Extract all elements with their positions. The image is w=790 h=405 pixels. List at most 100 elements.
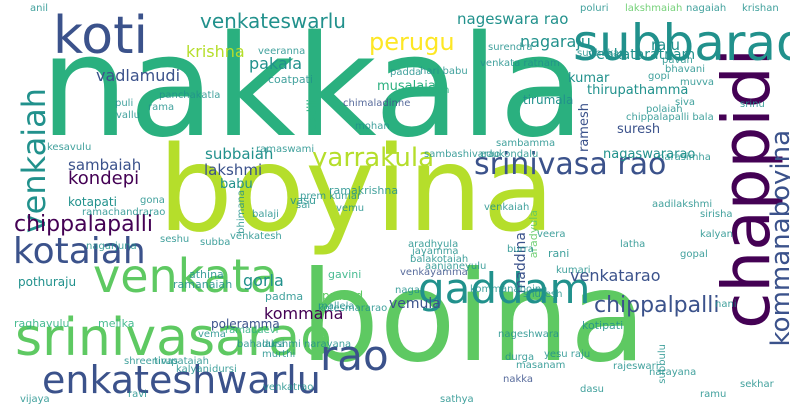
word-nakkala: nakkala bbox=[40, 6, 585, 169]
word-ramakrishna: ramakrishna bbox=[329, 184, 399, 197]
word-sambamma: sambamma bbox=[496, 138, 556, 149]
word-ramanaiah: ramanaiah bbox=[173, 278, 233, 291]
word-sudhakar: sudhakar bbox=[577, 48, 624, 59]
word-durga: durga bbox=[505, 352, 535, 363]
word-vemu: vemu bbox=[336, 203, 365, 214]
word-somaiah: somaiah bbox=[407, 85, 450, 96]
word-narasimha: narasimha bbox=[658, 152, 711, 163]
word-panchakatla: panchakatla bbox=[159, 90, 221, 101]
word-vasu: vasu bbox=[290, 194, 316, 207]
word-polaiah: polaiah bbox=[646, 104, 683, 115]
word-chimaladinne: chimaladinne bbox=[343, 98, 411, 109]
word-venkatrao: venkatrao bbox=[263, 382, 314, 393]
word-vijaya: vijaya bbox=[20, 394, 50, 405]
word-thirupathamma: thirupathamma bbox=[587, 83, 689, 98]
word-yesu-raju: yesu raju bbox=[544, 349, 591, 360]
word-coatpati: coatpati bbox=[268, 73, 313, 86]
word-pakala: pakala bbox=[249, 54, 302, 73]
word-ramadaevi: ramadaevi bbox=[225, 325, 279, 336]
word-athina: athina bbox=[189, 268, 224, 281]
word-ravi: ravi bbox=[128, 389, 147, 400]
word-sai: sai bbox=[296, 200, 311, 211]
word-kondepi: kondepi bbox=[68, 168, 140, 189]
word-venkata-ratnam: venkata ratnam bbox=[480, 58, 560, 69]
word-lakshmi-narayana: lakshmi narayana bbox=[262, 339, 352, 350]
word-masanam: masanam bbox=[516, 360, 566, 371]
word-nakka: nakka bbox=[503, 374, 533, 385]
word-surendra: surendra bbox=[488, 42, 533, 53]
word-latha: latha bbox=[620, 239, 646, 250]
word-shreenivas: shreenivas bbox=[124, 356, 179, 367]
word-venkatarao: venkatarao bbox=[570, 266, 661, 285]
word-shuresh: shuresh bbox=[523, 289, 563, 300]
word-boyina: boyina bbox=[158, 120, 555, 258]
word-sambaiah: sambaiah bbox=[68, 156, 142, 174]
word-seshu: seshu bbox=[160, 234, 190, 245]
word-siva: siva bbox=[675, 97, 696, 108]
word-nagaiah: nagaiah bbox=[686, 3, 727, 14]
word-tirumala: tirumala bbox=[523, 93, 574, 107]
word-balakotaiah: balakotaiah bbox=[410, 254, 469, 265]
word-koti: koti bbox=[53, 6, 148, 66]
word-venkataratnam: venkataratnam bbox=[588, 47, 696, 63]
word-srinu: srinu bbox=[740, 99, 765, 110]
word-gorla: gorla bbox=[243, 271, 284, 290]
word-venkaiah-small: venkaiah bbox=[484, 202, 530, 213]
word-boina: boina bbox=[300, 245, 647, 390]
word-vemula: vemula bbox=[389, 296, 441, 312]
word-prem-kumar: prem kumar bbox=[300, 191, 362, 202]
word-ramu: ramu bbox=[700, 389, 727, 400]
word-krishna: krishna bbox=[186, 42, 245, 61]
word-balaji: balaji bbox=[252, 209, 279, 220]
word-rajeswari: rajeswari bbox=[613, 361, 659, 372]
word-sambashivarao: sambashivarao bbox=[424, 149, 501, 160]
word-venkatesh: venkatesh bbox=[230, 231, 282, 242]
word-venkayamma: venkayamma bbox=[400, 267, 468, 278]
word-burra: burra bbox=[507, 244, 534, 255]
word-mallela: mallela bbox=[318, 301, 355, 312]
word-rao: rao bbox=[320, 331, 389, 380]
word-sirisha: sirisha bbox=[700, 209, 733, 220]
word-gona: gona bbox=[140, 195, 165, 206]
word-aanjaneyulu: aanjaneyulu bbox=[425, 261, 487, 272]
word-jayamma: jayamma bbox=[412, 246, 459, 257]
word-ramachandrarao: ramachandrarao bbox=[82, 207, 166, 218]
word-kotapati: kotapati bbox=[68, 195, 117, 209]
word-venkateswarlu: venkateswarlu bbox=[200, 9, 346, 33]
word-nagaswararao: nagaswararao bbox=[603, 147, 696, 162]
word-pavan: pavan bbox=[662, 55, 693, 66]
word-padma: padma bbox=[265, 290, 304, 303]
word-podili: podili bbox=[305, 99, 319, 132]
word-mohan: mohan bbox=[355, 121, 390, 132]
word-gavini: gavini bbox=[328, 268, 362, 281]
word-lakshmaiah: lakshmaiah bbox=[625, 3, 683, 14]
word-kommanaboina: kommanaboina bbox=[470, 284, 548, 295]
word-naga: naga bbox=[395, 285, 420, 296]
word-rani: rani bbox=[548, 247, 570, 260]
word-dasu: dasu bbox=[580, 384, 605, 395]
word-edukondalu: edukondalu bbox=[480, 149, 539, 160]
word-veeranna: veeranna bbox=[258, 46, 306, 57]
word-poluri: poluri bbox=[580, 3, 609, 14]
word-vema: vema bbox=[198, 329, 226, 340]
word-chippalapalli-bala: chippalapalli bala bbox=[626, 112, 714, 123]
word-srinivasa-rao: srinivasa rao bbox=[474, 147, 667, 182]
word-bahadura: bahadura bbox=[237, 339, 285, 350]
word-dursi: dursi bbox=[212, 364, 237, 375]
word-veera: veera bbox=[537, 229, 566, 240]
word-bhimana: bhimana bbox=[236, 190, 247, 234]
word-chippalapalli-left: chippalapalli bbox=[14, 212, 153, 237]
word-kotaiah: kotaiah bbox=[13, 231, 146, 272]
word-nani: nani bbox=[715, 299, 737, 310]
word-bhavani: bhavani bbox=[665, 64, 705, 75]
word-subbarao: subbarao bbox=[573, 14, 790, 72]
word-nagaraju: nagaraju bbox=[520, 32, 591, 51]
word-nagarjuna: nagarjuna bbox=[86, 241, 137, 252]
word-raghavulu: raghavulu bbox=[14, 317, 70, 330]
word-anil: anil bbox=[30, 3, 49, 14]
word-lakshmi: lakshmi bbox=[204, 161, 263, 179]
word-chippalpalli: chippalpalli bbox=[594, 293, 720, 318]
word-puli: puli bbox=[115, 98, 134, 109]
word-kumari: kumari bbox=[556, 265, 591, 276]
